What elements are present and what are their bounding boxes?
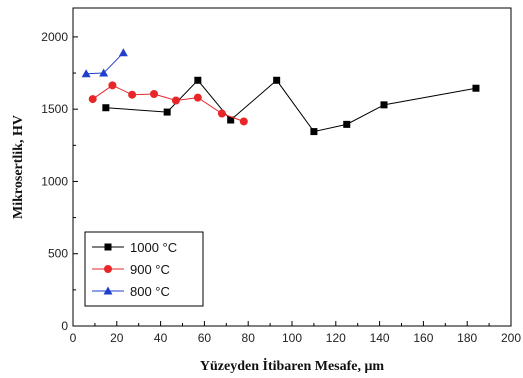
x-axis-title: Yüzeyden İtibaren Mesafe, μm xyxy=(200,357,385,374)
x-tick-label: 160 xyxy=(413,331,433,345)
data-point xyxy=(310,128,318,136)
data-point xyxy=(81,69,91,78)
y-tick-label: 0 xyxy=(61,319,68,333)
data-point xyxy=(343,120,351,128)
legend: 1000 °C 900 °C 800 °C xyxy=(84,231,204,307)
data-point xyxy=(472,84,480,92)
y-tick-label: 500 xyxy=(48,247,68,261)
x-tick-label: 80 xyxy=(242,331,256,345)
x-tick-label: 40 xyxy=(154,331,168,345)
legend-label: 800 °C xyxy=(130,284,170,299)
x-tick-label: 140 xyxy=(370,331,390,345)
legend-label: 1000 °C xyxy=(130,240,177,255)
x-tick-label: 20 xyxy=(110,331,124,345)
data-point xyxy=(194,76,202,84)
legend-marker xyxy=(103,286,113,295)
data-point xyxy=(171,96,180,105)
data-point xyxy=(193,93,202,102)
data-point xyxy=(227,116,235,124)
x-tick-label: 200 xyxy=(501,331,521,345)
y-tick-label: 1500 xyxy=(41,102,68,116)
x-tick-label: 0 xyxy=(70,331,77,345)
y-axis-title: Mikrosertlik, HV xyxy=(11,115,26,219)
data-point xyxy=(128,90,137,99)
y-tick-label: 1000 xyxy=(41,174,68,188)
data-point xyxy=(273,76,281,84)
legend-marker xyxy=(104,243,112,251)
x-tick-label: 120 xyxy=(326,331,346,345)
data-point xyxy=(217,109,226,118)
data-point xyxy=(150,90,159,99)
data-point xyxy=(88,95,97,104)
x-tick-label: 180 xyxy=(457,331,477,345)
data-point xyxy=(118,48,128,57)
data-point xyxy=(99,68,109,77)
legend-label: 900 °C xyxy=(130,262,170,277)
x-tick-label: 60 xyxy=(198,331,212,345)
y-tick-label: 2000 xyxy=(41,30,68,44)
legend-marker xyxy=(104,265,112,273)
data-point xyxy=(102,104,110,112)
data-point xyxy=(163,108,171,116)
ticks-layer: 0 20 40 60 80 100 120 140 160 180 2000500100015002… xyxy=(41,30,521,345)
x-tick-label: 100 xyxy=(282,331,302,345)
data-point xyxy=(239,117,248,126)
data-point xyxy=(108,81,117,90)
series-layer xyxy=(81,48,480,136)
series-line xyxy=(105,79,477,133)
data-point xyxy=(380,101,388,109)
